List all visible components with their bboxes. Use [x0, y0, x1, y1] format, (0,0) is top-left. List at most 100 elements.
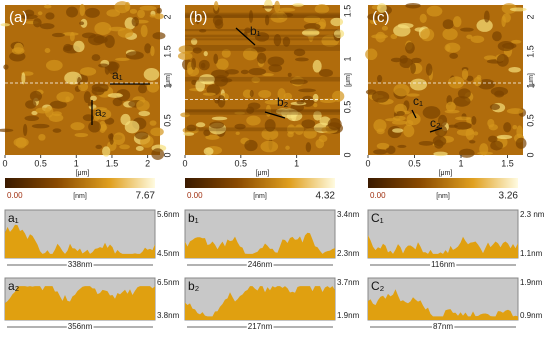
grain [95, 144, 103, 150]
x-axis-unit: [μm] [76, 170, 90, 177]
grain [24, 115, 40, 122]
grain [333, 29, 345, 39]
profile-top: 2.3 nm [520, 210, 545, 219]
scan-band [185, 38, 340, 41]
grain [56, 91, 74, 103]
grain [314, 4, 330, 14]
grain [303, 128, 317, 139]
grain [275, 108, 290, 115]
grain [45, 12, 55, 20]
grain [144, 43, 152, 54]
profile-top: 5.6nm [157, 210, 180, 219]
grain [213, 53, 219, 64]
grain [21, 72, 26, 85]
grain [319, 116, 331, 126]
grain [205, 134, 220, 140]
grain [445, 101, 456, 112]
grain [277, 88, 286, 101]
grain [392, 128, 404, 133]
grain [444, 42, 461, 53]
grain [139, 5, 157, 11]
grain [248, 67, 267, 76]
grain [74, 132, 89, 138]
y-tick-label: 1 [162, 83, 172, 88]
colorbar-unit: [nm] [73, 193, 87, 200]
grain [392, 115, 406, 121]
x-tick-label: 0 [2, 158, 7, 168]
grain [63, 43, 73, 52]
grain [156, 7, 162, 14]
grain [138, 110, 151, 117]
panel-label: (b) [189, 9, 207, 26]
profile-length: 356nm [68, 322, 93, 331]
grain [418, 140, 434, 146]
profile-top: 6.5nm [157, 278, 180, 287]
y-tick-label: 1.5 [525, 45, 535, 58]
y-tick-label: 1.5 [162, 45, 172, 58]
grain [137, 9, 145, 19]
grain [390, 57, 402, 63]
profile-bottom: 1.9nm [337, 311, 360, 320]
y-tick-label: 0 [342, 152, 352, 157]
grain [268, 64, 283, 73]
grain [93, 107, 107, 111]
grain [246, 115, 261, 126]
grain [151, 148, 165, 160]
grain [79, 21, 85, 26]
scan-band [185, 14, 340, 19]
grain [405, 2, 421, 9]
x-tick-label: 1 [458, 158, 463, 168]
grain [256, 52, 267, 64]
grain [198, 74, 215, 85]
grain [192, 47, 202, 54]
grain [490, 140, 503, 151]
grain [214, 19, 224, 30]
y-tick-label: 0.5 [342, 101, 352, 114]
grain [470, 35, 485, 44]
grain [138, 84, 147, 94]
x-axis-unit: [μm] [256, 170, 270, 177]
scan-band [185, 45, 340, 51]
grain [273, 33, 282, 47]
grain [490, 86, 509, 96]
grain [186, 124, 197, 132]
grain [312, 59, 322, 73]
grain [129, 8, 138, 14]
scan-band [185, 76, 340, 82]
grain [476, 19, 493, 32]
y-tick-label: 1 [525, 83, 535, 88]
y-tick-label: 1 [342, 56, 352, 61]
grain [70, 122, 85, 131]
grain [298, 88, 316, 93]
label-bg [246, 322, 274, 332]
grain [88, 34, 105, 46]
grain [43, 4, 52, 9]
grain [371, 90, 390, 103]
y-tick-label: 0 [525, 152, 535, 157]
x-tick-label: 1 [74, 158, 79, 168]
grain [511, 39, 522, 44]
y-axis-unit: [μm] [528, 73, 535, 87]
grain [108, 133, 114, 140]
x-tick-label: 1 [294, 158, 299, 168]
profile-label: C₂ [371, 279, 385, 293]
colorbar-max: 4.32 [316, 191, 336, 202]
grain [455, 116, 471, 121]
grain [107, 61, 119, 75]
profile-length: 338nm [68, 260, 93, 269]
grain [31, 110, 38, 116]
grain [13, 42, 24, 54]
grain [260, 140, 279, 153]
profile-label: a₁ [8, 211, 19, 225]
y-tick-label: 0 [162, 152, 172, 157]
grain [477, 79, 495, 90]
grain [134, 131, 149, 140]
grain [44, 47, 51, 54]
grain [79, 67, 97, 76]
grain [225, 69, 239, 75]
grain [270, 11, 288, 23]
grain [502, 13, 511, 23]
grain [315, 138, 325, 149]
grain [301, 119, 316, 129]
y-tick-label: 0.5 [162, 114, 172, 127]
